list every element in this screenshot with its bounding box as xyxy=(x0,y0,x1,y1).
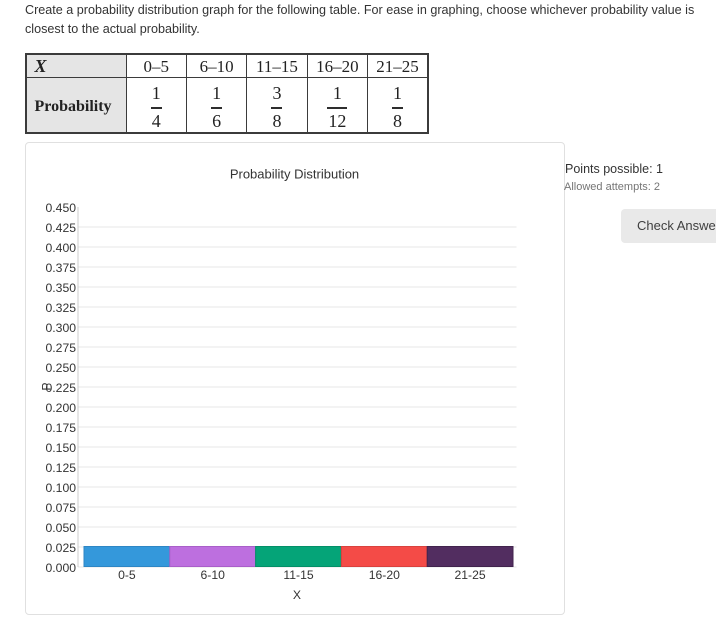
svg-text:0.025: 0.025 xyxy=(46,541,77,555)
svg-text:0.050: 0.050 xyxy=(46,521,77,535)
svg-text:0.175: 0.175 xyxy=(46,421,77,435)
svg-text:0.375: 0.375 xyxy=(46,261,77,275)
svg-text:P: P xyxy=(40,383,54,391)
svg-text:21-25: 21-25 xyxy=(455,568,486,582)
svg-text:0.350: 0.350 xyxy=(46,281,77,295)
svg-text:0.425: 0.425 xyxy=(46,221,77,235)
svg-text:0.325: 0.325 xyxy=(46,301,77,315)
svg-text:0.100: 0.100 xyxy=(46,481,77,495)
svg-text:0.275: 0.275 xyxy=(46,341,77,355)
svg-text:0-5: 0-5 xyxy=(118,568,136,582)
svg-text:0.000: 0.000 xyxy=(46,561,77,575)
svg-text:16-20: 16-20 xyxy=(369,568,400,582)
svg-text:Probability Distribution: Probability Distribution xyxy=(230,167,359,182)
svg-text:0.225: 0.225 xyxy=(46,381,77,395)
svg-text:0.125: 0.125 xyxy=(46,461,77,475)
svg-text:6-10: 6-10 xyxy=(200,568,225,582)
svg-text:0.300: 0.300 xyxy=(46,321,77,335)
svg-text:0.075: 0.075 xyxy=(46,501,77,515)
svg-text:0.200: 0.200 xyxy=(46,401,77,415)
svg-text:0.400: 0.400 xyxy=(46,241,77,255)
svg-text:0.250: 0.250 xyxy=(46,361,77,375)
svg-text:X: X xyxy=(293,588,301,602)
svg-text:11-15: 11-15 xyxy=(283,568,313,582)
svg-text:0.150: 0.150 xyxy=(46,441,77,455)
svg-text:0.450: 0.450 xyxy=(46,201,77,215)
